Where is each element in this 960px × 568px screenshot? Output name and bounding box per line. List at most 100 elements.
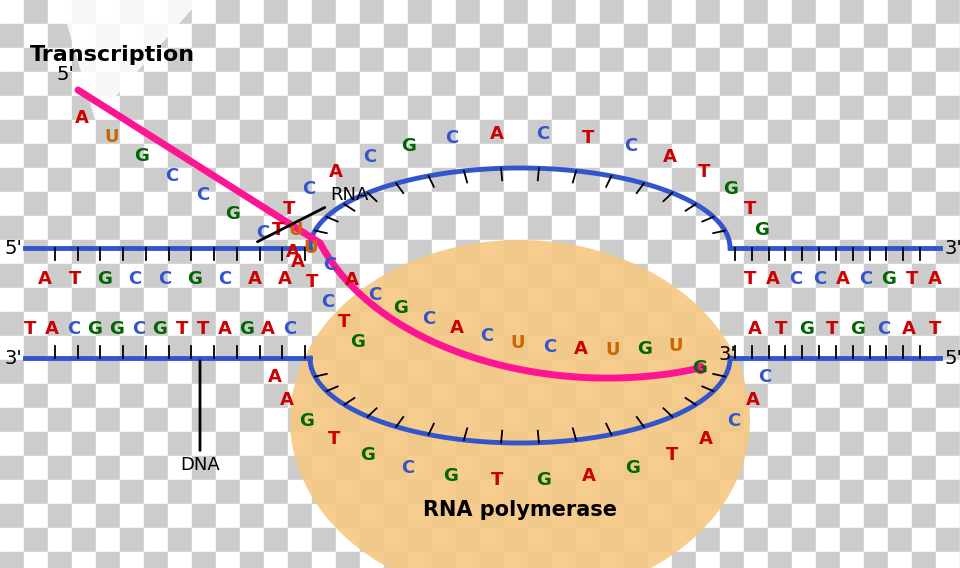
Bar — [48, 0, 72, 24]
Bar — [192, 216, 216, 240]
Bar — [384, 504, 408, 528]
Bar — [624, 240, 648, 264]
Bar — [696, 384, 720, 408]
Bar — [360, 552, 384, 568]
Bar — [0, 504, 24, 528]
Bar — [912, 408, 936, 432]
Bar — [144, 216, 168, 240]
Bar — [48, 384, 72, 408]
Bar — [168, 240, 192, 264]
Bar — [648, 288, 672, 312]
Bar — [0, 264, 24, 288]
Bar — [24, 384, 48, 408]
Bar — [240, 384, 264, 408]
Bar — [696, 288, 720, 312]
Bar — [72, 528, 96, 552]
Bar — [720, 480, 744, 504]
Bar — [696, 168, 720, 192]
Bar — [912, 192, 936, 216]
Bar — [792, 480, 816, 504]
Text: C: C — [369, 286, 382, 304]
Bar — [408, 264, 432, 288]
Bar — [312, 288, 336, 312]
Bar — [408, 384, 432, 408]
Bar — [432, 528, 456, 552]
Text: G: G — [536, 471, 551, 490]
Bar — [312, 48, 336, 72]
Bar — [168, 96, 192, 120]
Bar — [888, 48, 912, 72]
Bar — [288, 528, 312, 552]
Bar — [96, 504, 120, 528]
Bar — [648, 72, 672, 96]
Bar — [216, 264, 240, 288]
Bar — [720, 288, 744, 312]
Bar — [720, 72, 744, 96]
Bar — [912, 120, 936, 144]
Bar — [360, 336, 384, 360]
Bar — [936, 384, 960, 408]
Bar — [792, 0, 816, 24]
Bar — [936, 528, 960, 552]
Bar — [816, 264, 840, 288]
Bar — [120, 72, 144, 96]
Bar — [336, 528, 360, 552]
Bar — [288, 168, 312, 192]
Bar — [864, 408, 888, 432]
Bar — [288, 432, 312, 456]
Bar — [504, 0, 528, 24]
Bar — [432, 144, 456, 168]
Bar — [312, 504, 336, 528]
Bar — [648, 528, 672, 552]
Bar — [696, 0, 720, 24]
Bar — [480, 264, 504, 288]
Bar — [0, 480, 24, 504]
Bar — [24, 312, 48, 336]
Bar — [720, 216, 744, 240]
Bar — [24, 168, 48, 192]
Bar — [576, 216, 600, 240]
Bar — [768, 264, 792, 288]
Bar — [312, 528, 336, 552]
Bar — [528, 480, 552, 504]
Bar — [648, 24, 672, 48]
Text: G: G — [153, 320, 167, 338]
Bar — [552, 168, 576, 192]
Bar — [936, 144, 960, 168]
Bar — [168, 0, 192, 24]
Bar — [192, 48, 216, 72]
Bar — [864, 144, 888, 168]
Bar — [840, 120, 864, 144]
Text: A: A — [450, 319, 464, 337]
Bar — [192, 384, 216, 408]
Bar — [624, 24, 648, 48]
Bar — [96, 72, 120, 96]
Bar — [456, 336, 480, 360]
Bar — [48, 336, 72, 360]
Bar — [96, 144, 120, 168]
Bar — [120, 336, 144, 360]
Bar — [432, 72, 456, 96]
Bar — [600, 192, 624, 216]
Bar — [48, 360, 72, 384]
Bar — [888, 432, 912, 456]
Bar — [216, 456, 240, 480]
Bar — [552, 456, 576, 480]
Bar — [624, 480, 648, 504]
Bar — [48, 288, 72, 312]
Bar — [840, 480, 864, 504]
Bar — [552, 216, 576, 240]
Bar — [888, 552, 912, 568]
Bar — [720, 264, 744, 288]
Bar — [240, 96, 264, 120]
Bar — [768, 432, 792, 456]
Bar — [768, 504, 792, 528]
Bar — [336, 72, 360, 96]
Bar — [264, 288, 288, 312]
Bar — [528, 312, 552, 336]
Bar — [96, 120, 120, 144]
Bar — [144, 336, 168, 360]
Bar — [288, 144, 312, 168]
Bar — [120, 240, 144, 264]
Bar — [216, 120, 240, 144]
